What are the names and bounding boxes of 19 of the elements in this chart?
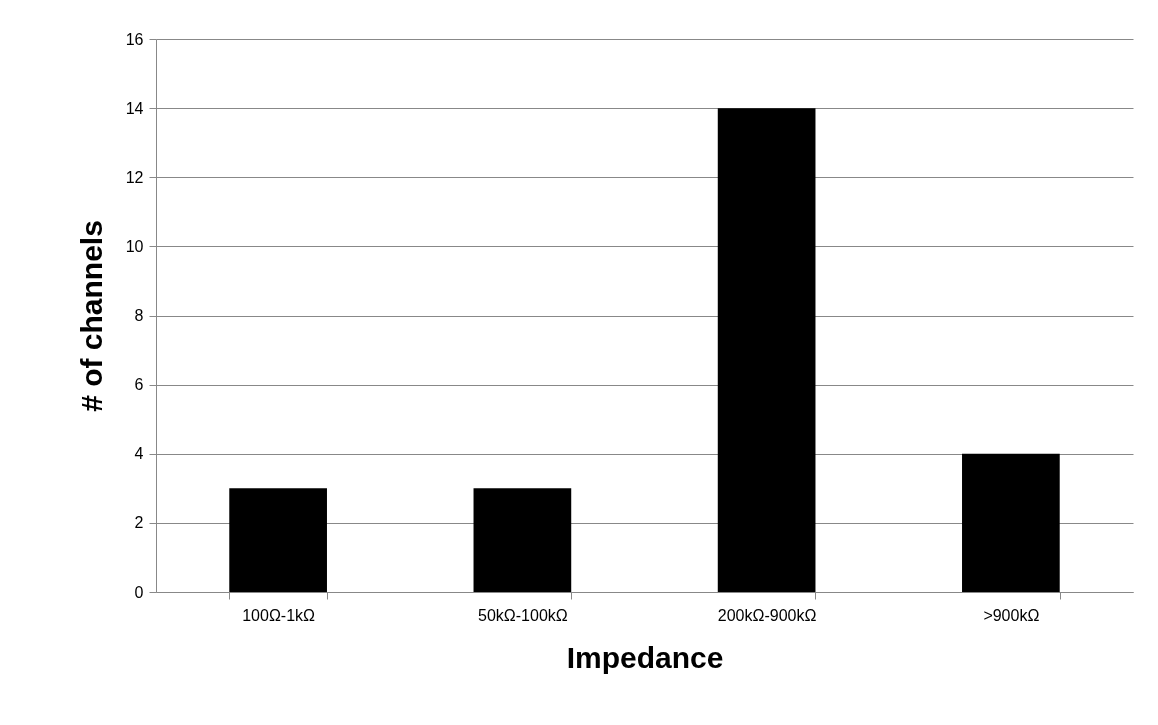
- y-axis-title: # of channels: [74, 220, 108, 412]
- y-tick-label: 2: [134, 514, 144, 532]
- x-tick-label: 50kΩ-100kΩ: [478, 606, 568, 624]
- y-tick-label: 14: [125, 99, 144, 117]
- y-tick-label: 12: [125, 168, 144, 186]
- bar: [717, 108, 816, 592]
- y-tick-label: 16: [125, 30, 144, 48]
- y-tick-label: 8: [134, 307, 144, 324]
- y-tick-label: 6: [134, 376, 144, 394]
- x-tick-label: >900kΩ: [983, 606, 1040, 624]
- x-tick-label: 200kΩ-900kΩ: [717, 606, 817, 624]
- x-tick-label: 100Ω-1kΩ: [242, 606, 316, 624]
- bar: [962, 453, 1060, 592]
- y-tick-label: 4: [134, 445, 144, 463]
- y-tick-label: 0: [134, 583, 144, 601]
- bar: [229, 488, 327, 592]
- y-tick-label: 10: [125, 237, 144, 255]
- bar: [473, 488, 572, 592]
- x-axis-title: Impedance: [566, 640, 724, 674]
